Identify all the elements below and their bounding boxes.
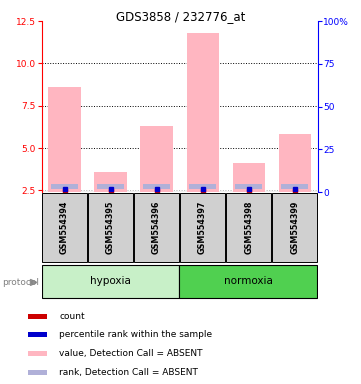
- Bar: [187, 33, 219, 192]
- Text: GSM554397: GSM554397: [198, 201, 207, 254]
- Text: percentile rank within the sample: percentile rank within the sample: [59, 330, 212, 339]
- Bar: [88, 193, 133, 262]
- Text: GSM554394: GSM554394: [60, 201, 69, 254]
- Bar: [226, 193, 271, 262]
- Bar: [28, 351, 47, 356]
- Bar: [281, 184, 308, 189]
- Text: normoxia: normoxia: [224, 276, 273, 286]
- Text: protocol: protocol: [2, 278, 39, 287]
- Bar: [48, 87, 81, 192]
- Bar: [28, 314, 47, 319]
- Text: hypoxia: hypoxia: [90, 276, 131, 286]
- Text: GSM554395: GSM554395: [106, 201, 115, 254]
- Bar: [51, 184, 78, 189]
- Bar: [179, 265, 317, 298]
- Bar: [279, 134, 311, 192]
- Text: GSM554396: GSM554396: [152, 201, 161, 254]
- Text: rank, Detection Call = ABSENT: rank, Detection Call = ABSENT: [59, 368, 198, 377]
- Text: GSM554398: GSM554398: [244, 201, 253, 254]
- Bar: [272, 193, 317, 262]
- Bar: [235, 184, 262, 189]
- Bar: [189, 184, 216, 189]
- Bar: [134, 193, 179, 262]
- Bar: [140, 126, 173, 192]
- Bar: [28, 370, 47, 375]
- Bar: [232, 163, 265, 192]
- Bar: [180, 193, 225, 262]
- Text: GSM554399: GSM554399: [290, 201, 299, 254]
- Bar: [143, 184, 170, 189]
- Text: value, Detection Call = ABSENT: value, Detection Call = ABSENT: [59, 349, 203, 358]
- Bar: [97, 184, 124, 189]
- Bar: [95, 172, 127, 192]
- Bar: [42, 193, 87, 262]
- Bar: [42, 265, 179, 298]
- Text: GDS3858 / 232776_at: GDS3858 / 232776_at: [116, 10, 245, 23]
- Bar: [28, 332, 47, 337]
- Text: count: count: [59, 312, 85, 321]
